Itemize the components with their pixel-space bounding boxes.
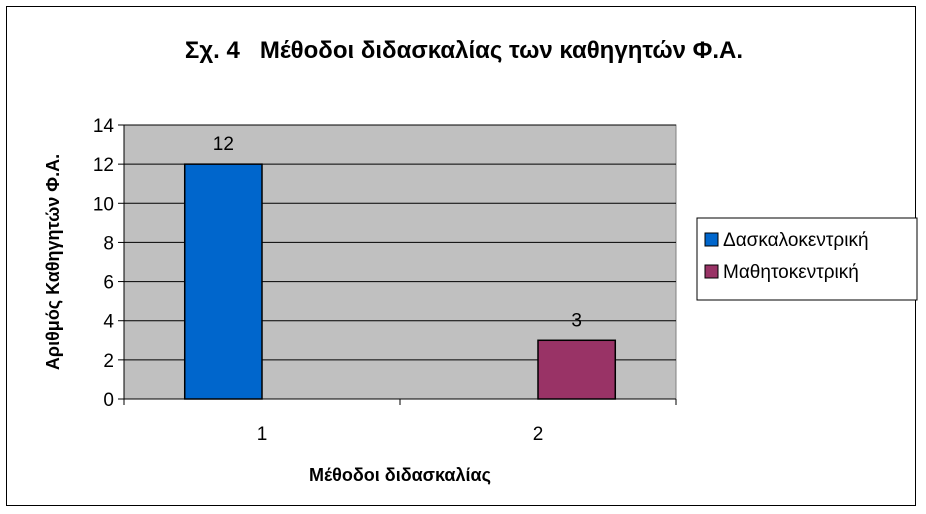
legend-swatch <box>704 232 719 247</box>
y-tick-label: 4 <box>103 312 114 333</box>
x-tick-label: 1 <box>257 424 268 445</box>
x-tick-label: 2 <box>533 424 544 445</box>
y-tick-label: 2 <box>103 351 114 372</box>
legend-label: Μαθητοκεντρική <box>723 262 859 283</box>
y-tick-label: 8 <box>103 233 114 254</box>
y-axis-label: Αριθμός Καθηγητών Φ.Α. <box>43 154 63 370</box>
y-tick-labels: 0 2 4 6 8 10 12 14 <box>93 116 115 411</box>
data-label: 3 <box>571 310 582 331</box>
axes <box>118 124 677 405</box>
legend: Δασκαλοκεντρική Μαθητοκεντρική <box>696 217 918 301</box>
x-axis-label: Μέθοδοι διδασκαλίας <box>309 465 491 485</box>
legend-box <box>696 217 918 301</box>
y-tick-label: 12 <box>93 155 114 176</box>
data-label: 12 <box>213 134 234 155</box>
data-labels: 12 3 <box>213 134 582 331</box>
y-tick-label: 10 <box>93 194 114 215</box>
y-tick-label: 14 <box>93 116 115 137</box>
bars <box>183 163 617 400</box>
legend-swatch <box>704 264 719 279</box>
y-tick-label: 0 <box>103 390 114 411</box>
bar <box>183 163 263 400</box>
chart-title: Σχ. 4 Μέθοδοι διδασκαλίας των καθηγητών … <box>185 37 743 64</box>
bar <box>537 339 617 400</box>
legend-label: Δασκαλοκεντρική <box>723 230 869 251</box>
y-tick-label: 6 <box>103 273 114 294</box>
